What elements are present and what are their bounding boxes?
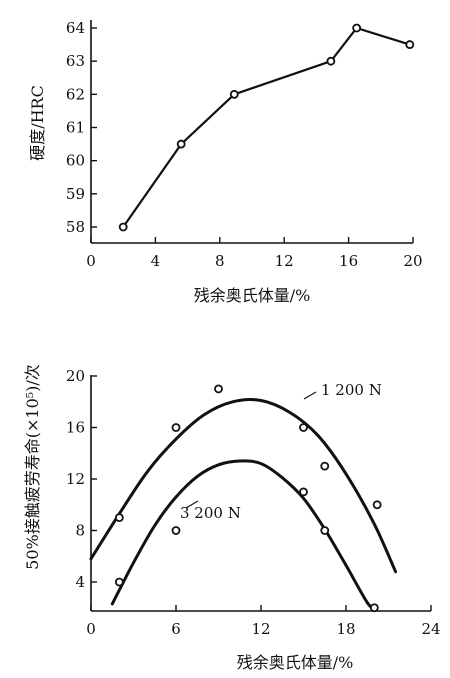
bottom-y-axis-title: 50%接触疲劳寿命(×10⁵)/次 [23, 364, 42, 570]
bottom-x-tick-label: 0 [86, 620, 96, 638]
bottom-y-ticks: 4 8 12 16 20 [66, 367, 97, 591]
fatigue-data-points [114, 384, 382, 613]
hardness-data-point [326, 56, 336, 66]
curve-3200n [110, 459, 376, 610]
hardness-chart: 0 4 8 12 16 20 58 59 60 61 62 63 64 残余奥氏体量/% 硬度/HRC [28, 19, 423, 305]
top-x-tick-label: 0 [86, 252, 96, 270]
top-y-axis-title: 硬度/HRC [28, 85, 47, 161]
top-x-tick-label: 16 [339, 252, 358, 270]
hardness-data-point [118, 222, 128, 232]
fatigue-data-point-3200n [171, 526, 181, 535]
bottom-x-tick-label: 12 [251, 620, 270, 638]
bottom-x-tick-label: 18 [336, 620, 355, 638]
top-y-ticks: 58 59 60 61 62 63 64 [66, 19, 97, 236]
top-y-tick-label: 59 [66, 185, 85, 203]
fatigue-data-point-1200n [320, 461, 330, 471]
bottom-y-tick-label: 12 [66, 470, 85, 488]
bottom-y-tick-label: 8 [75, 522, 85, 540]
bottom-x-tick-label: 24 [421, 620, 440, 638]
top-y-tick-label: 63 [66, 52, 85, 70]
fatigue-data-point-3200n [114, 577, 124, 587]
top-y-tick-label: 58 [66, 218, 85, 236]
hardness-data-point [176, 139, 186, 149]
top-y-tick-label: 62 [66, 85, 85, 103]
label-3200n-leader [185, 500, 199, 509]
fatigue-data-point-1200n [372, 500, 382, 510]
top-y-tick-label: 60 [66, 152, 85, 170]
top-x-tick-label: 20 [403, 252, 422, 270]
hardness-data-point [405, 40, 415, 49]
top-y-tick-label: 61 [66, 119, 85, 137]
series-label-3200n: 3 200 N [180, 504, 241, 522]
fatigue-data-point-1200n [214, 384, 223, 394]
fatigue-life-chart: 0 6 12 18 24 4 8 12 16 20 残余奥氏体量/% 50%接触疲劳寿命(×10… [23, 364, 441, 672]
bottom-y-tick-label: 4 [75, 573, 85, 591]
hardness-data-points [118, 23, 415, 232]
series-label-1200n: 1 200 N [321, 381, 382, 399]
top-x-tick-label: 4 [151, 252, 161, 270]
fatigue-data-point-1200n [171, 423, 181, 432]
top-x-tick-label: 8 [215, 252, 225, 270]
hardness-data-point [352, 23, 362, 33]
curve-1200n [89, 397, 398, 574]
fatigue-data-point-3200n [320, 526, 330, 535]
top-x-axis-title: 残余奥氏体量/% [194, 286, 311, 305]
top-x-ticks: 0 4 8 12 16 20 [86, 237, 423, 270]
hardness-data-point [229, 89, 239, 99]
label-1200n-leader [303, 391, 317, 400]
bottom-x-axis-title: 残余奥氏体量/% [237, 653, 354, 672]
fatigue-data-point-1200n [114, 513, 124, 523]
top-y-tick-label: 64 [66, 19, 85, 37]
hardness-series-line [122, 26, 411, 228]
bottom-y-tick-label: 20 [66, 367, 85, 385]
fatigue-data-point-3200n [299, 487, 308, 497]
fatigue-data-point-3200n [369, 603, 379, 613]
bottom-y-tick-label: 16 [66, 419, 85, 437]
top-x-tick-label: 12 [275, 252, 294, 270]
bottom-x-tick-label: 6 [171, 620, 181, 638]
bottom-x-ticks: 0 6 12 18 24 [86, 605, 441, 638]
fatigue-data-point-1200n [299, 423, 308, 432]
